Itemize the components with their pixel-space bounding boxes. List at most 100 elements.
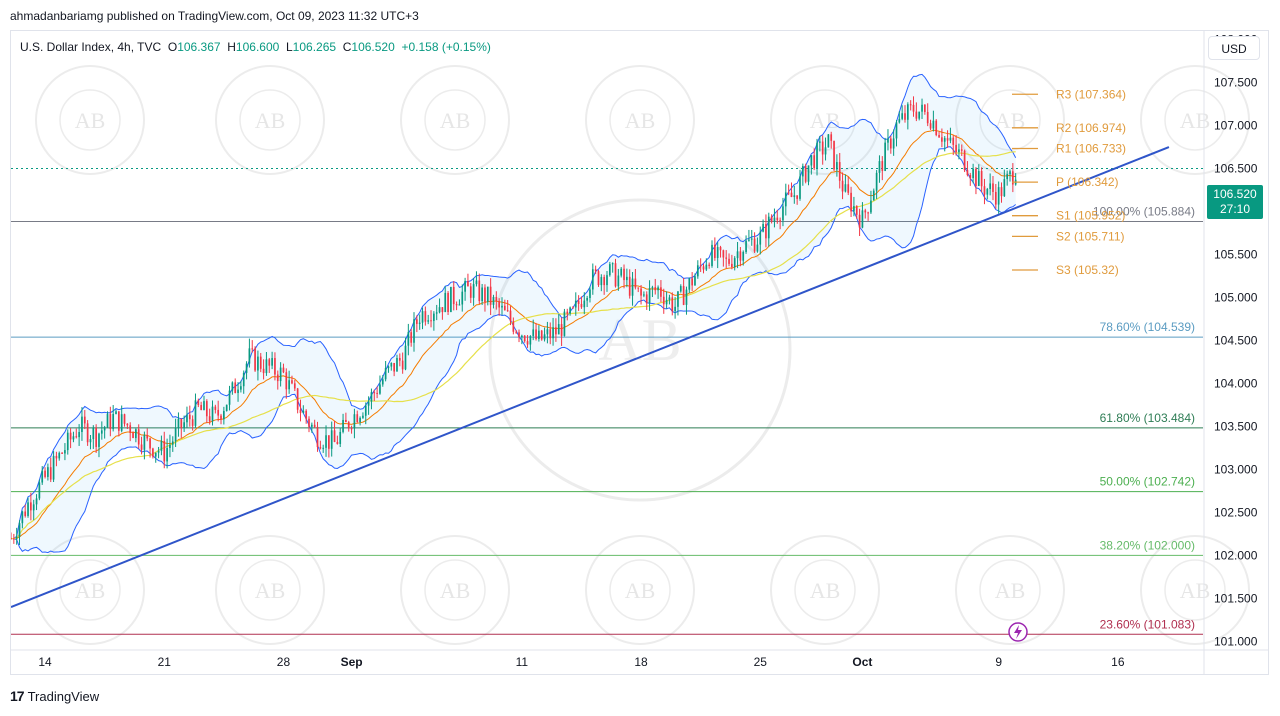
candle-body [833,140,835,170]
candle-body [32,504,35,511]
candle-body [841,180,844,192]
pivot-label: R2 (106.974) [1056,121,1126,135]
candle-body [163,441,166,462]
candle-body [739,251,742,261]
candle-body [115,411,117,415]
candle-body [574,300,577,308]
candle-body [370,392,373,402]
candle-body [713,244,716,258]
candle-body [691,278,693,286]
candle-body [989,183,991,189]
watermark-text: AB [255,578,286,603]
watermark-ring [400,65,510,175]
candle-body [435,312,438,314]
tradingview-brand[interactable]: 17 TradingView [10,688,99,704]
time-axis[interactable]: 14 21 28 Sep 11 18 25 Oct 9 16 [11,649,1268,669]
candle-body [889,138,892,149]
candle-body [30,502,32,511]
candle-body [310,424,313,427]
candle-body [268,359,271,366]
watermark-text: AB [440,578,471,603]
time-tick-label: 25 [754,655,768,669]
currency-button[interactable]: USD [1208,36,1260,60]
candle-body [166,447,168,462]
candle-body [921,104,923,112]
candle-body [665,299,668,305]
candle-body [24,511,27,516]
candle-body [807,165,810,182]
candle-body [708,264,711,266]
candle-body [86,423,89,443]
fib-label: 61.80% (103.484) [1100,411,1195,425]
candle-body [345,419,347,423]
candle-body [821,141,824,155]
candle-body [895,122,898,139]
candle-body [637,287,640,289]
candle-body [438,307,441,313]
candle-body [64,450,66,454]
candle-body [367,401,370,406]
candle-body [855,206,858,215]
candle-body [78,432,80,438]
candle-body [648,288,651,304]
candle-body [95,427,97,447]
candle-body [668,297,671,300]
watermark-ring [770,535,880,645]
candle-body [350,428,353,430]
candle-body [643,294,645,296]
candle-body [898,118,901,123]
candle-body [498,301,501,308]
candle-body [333,430,336,442]
watermark-ring [35,65,145,175]
symbol-name[interactable]: U.S. Dollar Index, 4h, TVC [20,40,162,54]
candle-body [994,191,997,205]
time-tick-label: Oct [852,655,872,669]
candle-body [129,425,132,433]
candle-body [259,356,262,369]
candle-body [946,138,949,141]
candle-body [912,104,915,112]
current-price-label: 106.520 27:10 [1207,185,1263,219]
event-marker[interactable] [1008,622,1028,642]
candle-body [986,188,989,195]
watermark-ring [585,535,695,645]
candle-body [853,206,855,212]
watermark-inner-ring [424,559,486,621]
candle-body [671,297,674,312]
candle-body [106,414,109,428]
candle-body [538,330,540,340]
watermark-inner-ring [59,89,121,151]
candle-body [909,104,912,106]
price-tick-label: 103.500 [1214,419,1258,433]
candle-body [861,210,864,228]
candle-body [972,168,974,178]
candle-body [546,329,549,335]
watermark-text: AB [810,108,841,133]
candle-body [424,311,427,322]
trendline[interactable] [10,146,1170,608]
candle-body [651,287,654,289]
candle-body [662,296,665,305]
candle-body [325,435,327,448]
candle-body [932,120,935,129]
candle-body [228,390,231,405]
symbol-legend[interactable]: U.S. Dollar Index, 4h, TVC O106.367 H106… [20,40,491,54]
candle-body [160,441,163,451]
candle-body [782,206,784,221]
watermark-layer: AB AB AB AB AB AB AB AB AB AB AB AB AB AB AB [35,65,1250,645]
candle-body [696,265,699,277]
candle-body [486,286,489,303]
candle-body [441,307,444,313]
watermark-inner-ring [979,89,1041,151]
candle-body [529,335,532,345]
candle-body [458,304,461,306]
price-tick-label: 102.000 [1214,548,1258,562]
open-label: O [167,40,178,54]
candle-body [254,348,256,371]
candle-body [194,400,197,426]
candle-body [836,162,838,170]
candle-body [203,401,205,411]
high-label: H [227,40,236,54]
candle-body [767,216,770,239]
